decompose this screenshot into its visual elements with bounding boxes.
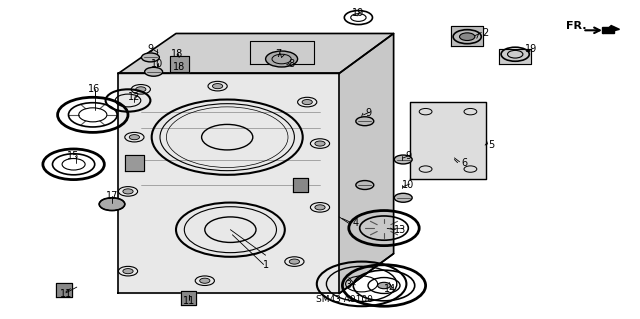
Polygon shape [181,291,196,305]
Circle shape [266,51,298,67]
Text: 8: 8 [288,59,294,69]
Polygon shape [125,155,144,171]
Circle shape [378,282,390,289]
Text: 17: 17 [106,191,118,201]
Text: FR.: FR. [566,21,586,31]
Circle shape [394,193,412,202]
Text: SM43 A0100: SM43 A0100 [316,295,372,304]
Polygon shape [603,26,620,33]
Text: 3: 3 [346,280,352,290]
Polygon shape [499,49,531,64]
Polygon shape [118,73,339,293]
Text: 2: 2 [482,28,488,39]
Text: 9: 9 [147,44,154,55]
Circle shape [141,53,159,62]
Circle shape [356,117,374,126]
Text: 6: 6 [461,158,467,168]
Circle shape [460,33,475,41]
Text: 1: 1 [262,260,269,270]
Circle shape [315,205,325,210]
Text: 10: 10 [402,180,415,190]
Text: 7: 7 [275,49,282,59]
Polygon shape [170,56,189,72]
Text: 12: 12 [128,92,141,102]
Circle shape [212,84,223,89]
Text: 11: 11 [60,289,72,299]
Circle shape [356,181,374,189]
Text: 18: 18 [173,62,186,72]
Text: 4: 4 [352,218,358,228]
Text: 16: 16 [88,84,100,94]
Text: 13: 13 [394,225,406,235]
Polygon shape [339,33,394,293]
Polygon shape [451,26,483,46]
Circle shape [99,198,125,211]
Circle shape [289,259,300,264]
Text: 5: 5 [488,140,495,150]
Text: 19: 19 [525,44,538,55]
Circle shape [136,87,146,92]
Circle shape [302,100,312,105]
Polygon shape [56,283,72,297]
Circle shape [200,278,210,283]
Polygon shape [602,27,614,33]
Text: 10: 10 [150,59,163,69]
Text: 18: 18 [171,49,184,59]
Circle shape [394,155,412,164]
Text: 11: 11 [182,296,195,307]
Polygon shape [118,33,394,73]
Text: 19: 19 [352,8,365,18]
Circle shape [123,189,133,194]
Polygon shape [250,41,314,64]
Circle shape [145,67,163,76]
Text: 14: 14 [384,284,397,294]
Text: 9: 9 [365,108,371,118]
Polygon shape [410,102,486,179]
Text: 9: 9 [405,151,412,161]
Circle shape [129,135,140,140]
Circle shape [123,269,133,274]
Circle shape [315,141,325,146]
Text: 15: 15 [67,151,80,161]
Polygon shape [293,178,308,192]
